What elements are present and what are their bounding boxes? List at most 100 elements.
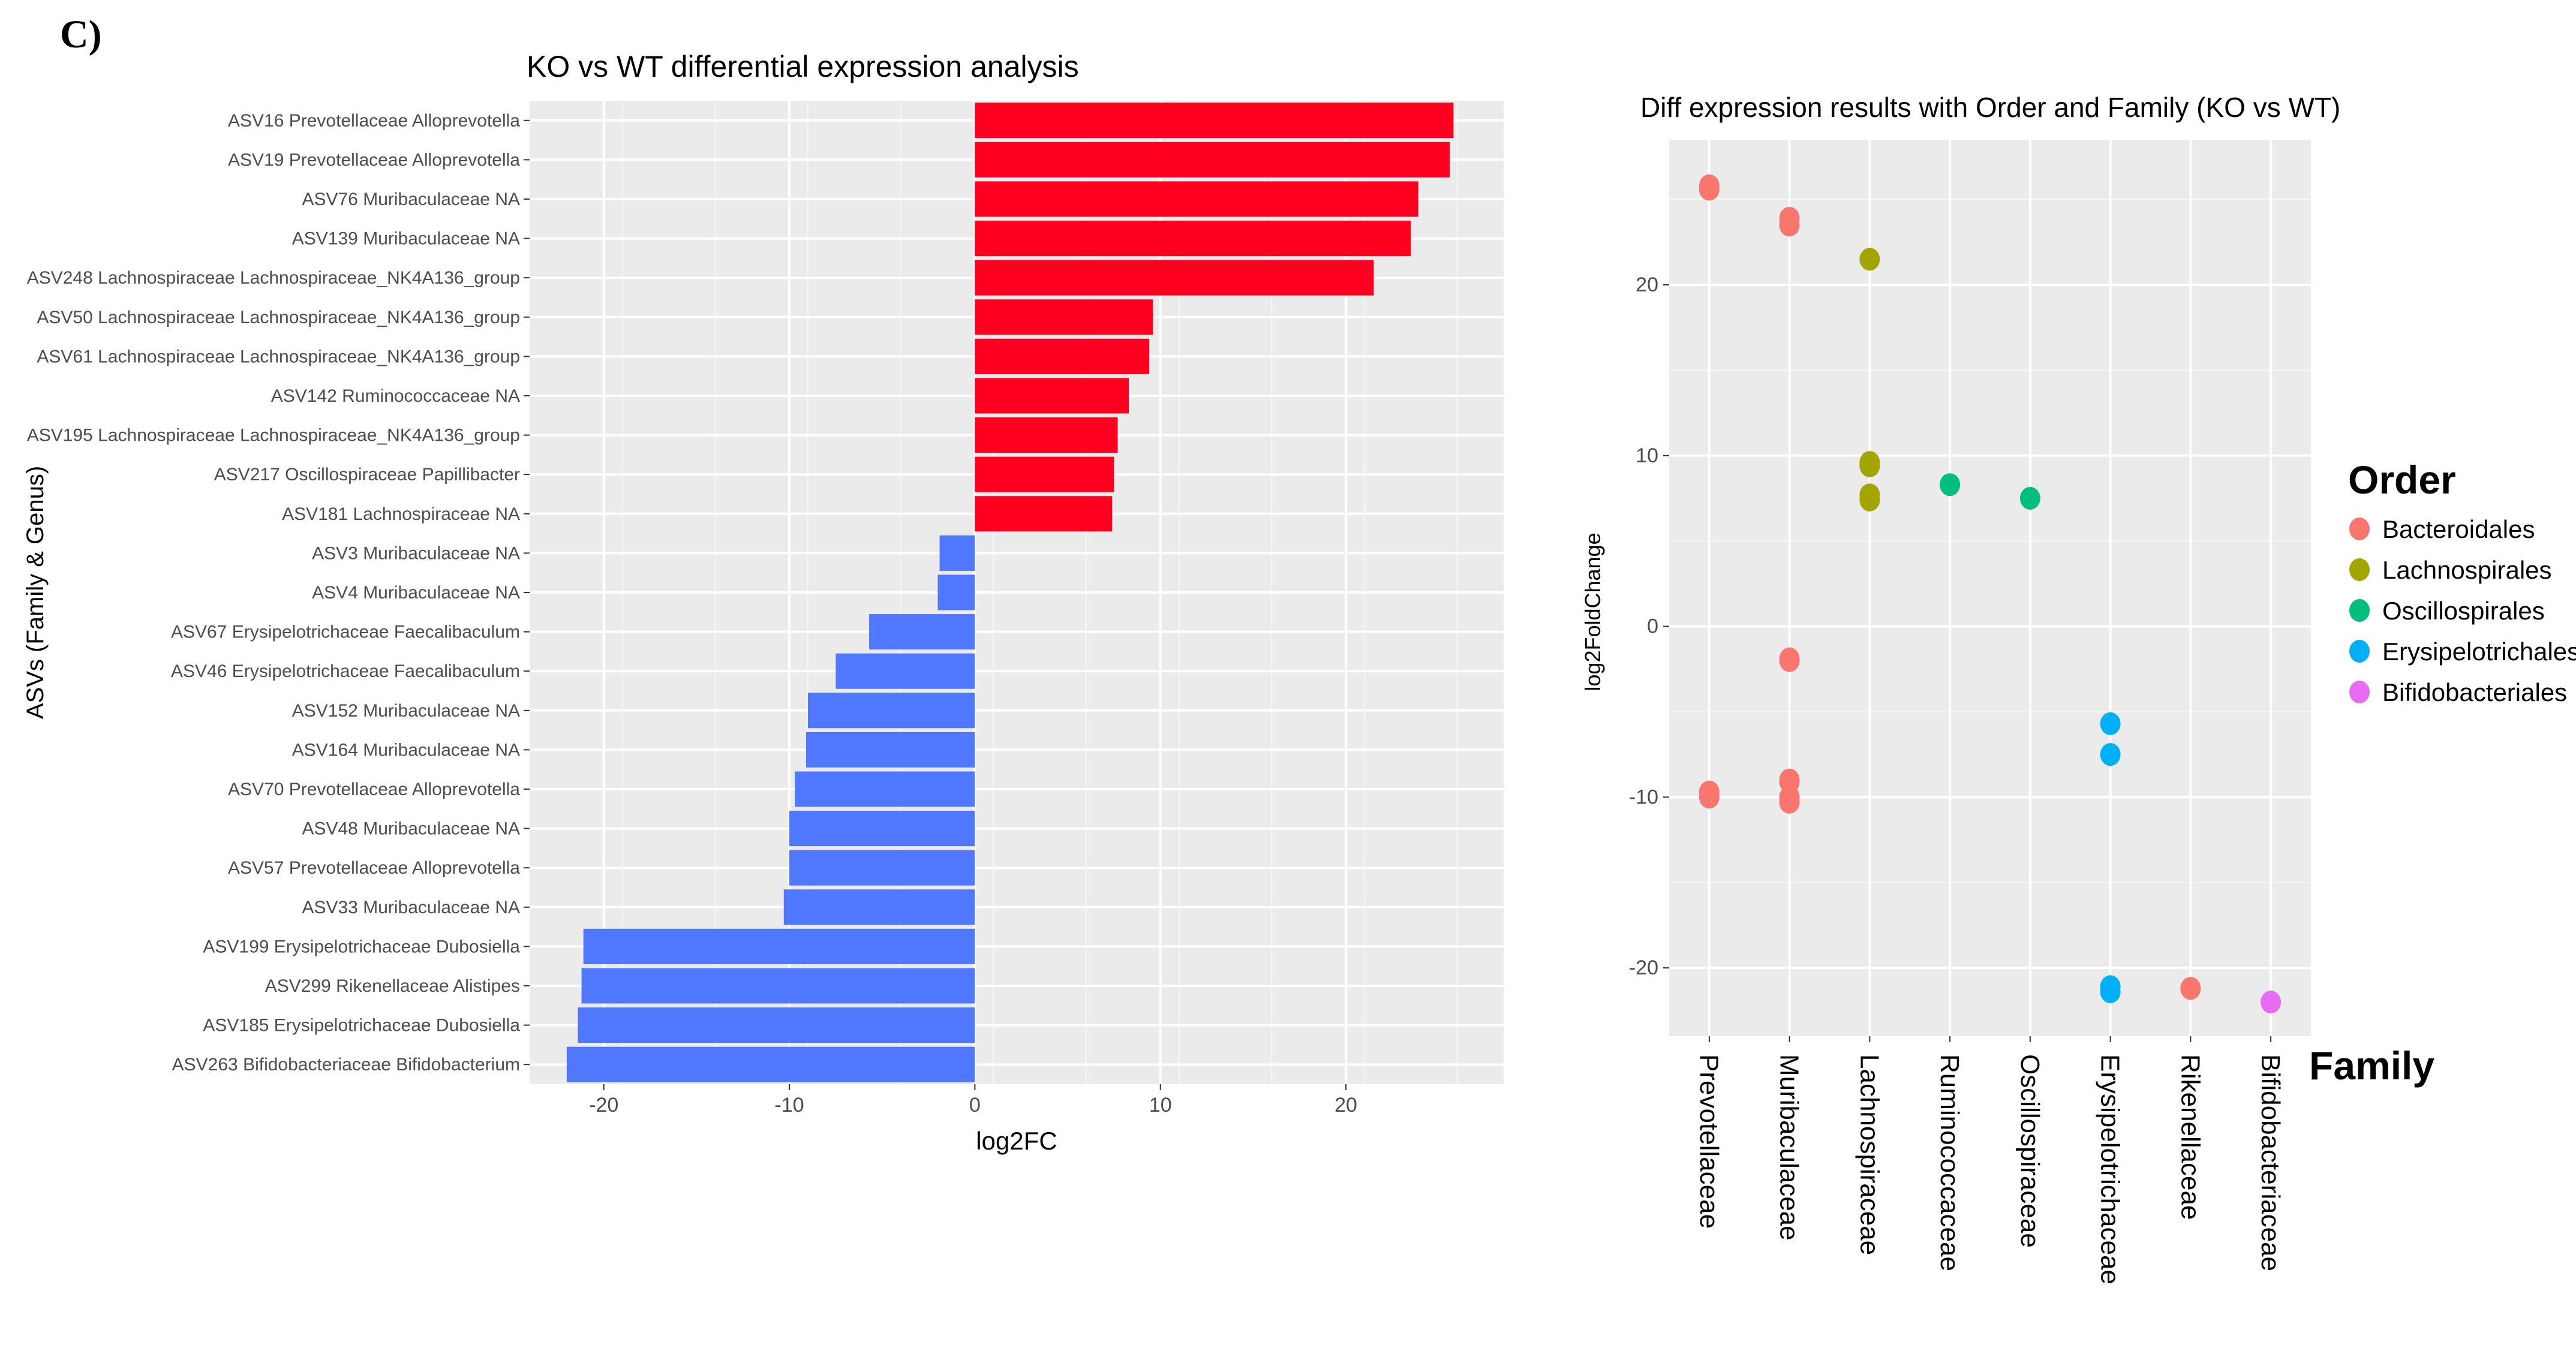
legend-key bbox=[2349, 558, 2370, 581]
scatter-y-tick-label: 10 bbox=[1636, 444, 1658, 467]
bar-y-tick-label: ASV16 Prevotellaceae Alloprevotella bbox=[228, 111, 520, 131]
bar-x-axis-title: log2FC bbox=[976, 1127, 1057, 1155]
scatter-point bbox=[2261, 991, 2282, 1014]
scatter-point bbox=[1779, 790, 1800, 814]
bar bbox=[805, 732, 975, 768]
scatter-point bbox=[2180, 977, 2201, 1000]
bar bbox=[566, 1046, 975, 1082]
bar-y-tick-label: ASV3 Muribaculaceae NA bbox=[312, 543, 520, 563]
scatter-point bbox=[2100, 980, 2121, 1003]
scatter-y-tick-label: 0 bbox=[1647, 615, 1658, 638]
scatter-point bbox=[1940, 473, 1961, 497]
scatter-y-tick-label: 20 bbox=[1636, 273, 1658, 296]
bar-y-tick-label: ASV33 Muribaculaceae NA bbox=[302, 898, 520, 917]
legend-key bbox=[2349, 640, 2370, 663]
scatter-x-tick-label: Oscillospiraceae bbox=[2015, 1054, 2045, 1248]
scatter-point bbox=[1859, 454, 1880, 477]
legend-key bbox=[2349, 681, 2370, 703]
scatter-point bbox=[1859, 248, 1880, 271]
bar bbox=[939, 535, 975, 571]
bar bbox=[975, 299, 1153, 335]
bar-y-tick-label: ASV185 Erysipelotrichaceae Dubosiella bbox=[203, 1016, 520, 1036]
bar bbox=[975, 496, 1113, 532]
bar bbox=[975, 260, 1374, 296]
bar bbox=[583, 928, 975, 964]
bar-y-tick-label: ASV152 Muribaculaceae NA bbox=[292, 701, 520, 721]
bar-x-tick-label: 0 bbox=[969, 1094, 981, 1117]
bar bbox=[869, 614, 975, 650]
bar bbox=[975, 338, 1150, 374]
bar bbox=[975, 142, 1450, 177]
bar-y-tick-label: ASV46 Erysipelotrichaceae Faecalibaculum bbox=[171, 661, 520, 681]
bar-x-tick-label: 10 bbox=[1149, 1094, 1172, 1117]
scatter-x-tick-label: Prevotellaceae bbox=[1694, 1054, 1724, 1229]
scatter-x-tick-label: Ruminococcaceae bbox=[1935, 1054, 1964, 1271]
bar-y-tick-label: ASV4 Muribaculaceae NA bbox=[312, 583, 520, 603]
bar-x-tick-label: 20 bbox=[1334, 1094, 1357, 1117]
bar-y-tick-label: ASV217 Oscillospiraceae Papillibacter bbox=[214, 465, 520, 485]
scatter-x-tick-label: Lachnospiraceae bbox=[1854, 1054, 1884, 1255]
bar bbox=[975, 181, 1418, 217]
bar bbox=[783, 889, 975, 925]
bar-y-tick-label: ASV139 Muribaculaceae NA bbox=[292, 229, 520, 249]
scatter-x-tick-label: Erysipelotrichaceae bbox=[2096, 1054, 2125, 1284]
bar-y-tick-label: ASV181 Lachnospiraceae NA bbox=[282, 504, 520, 524]
bar-y-tick-label: ASV50 Lachnospiraceae Lachnospiraceae_NK… bbox=[37, 308, 520, 327]
legend-label: Bifidobacteriales bbox=[2382, 678, 2567, 706]
legend-label: Erysipelotrichales bbox=[2382, 637, 2576, 666]
bar-y-tick-label: ASV164 Muribaculaceae NA bbox=[292, 740, 520, 760]
scatter-point bbox=[2100, 743, 2121, 766]
scatter-point bbox=[1859, 488, 1880, 511]
legend-label: Oscillospirales bbox=[2382, 597, 2545, 625]
bar-y-tick-label: ASV57 Prevotellaceae Alloprevotella bbox=[228, 858, 520, 878]
scatter-panel-background bbox=[1669, 140, 2311, 1036]
scatter-point bbox=[2100, 712, 2121, 735]
legend-label: Bacteroidales bbox=[2382, 515, 2535, 543]
bar bbox=[975, 417, 1118, 453]
bar bbox=[975, 221, 1411, 257]
scatter-y-axis-title: log2FoldChange bbox=[1580, 532, 1605, 691]
legend-key bbox=[2349, 599, 2370, 622]
bar-x-tick-label: -20 bbox=[589, 1094, 618, 1117]
bar bbox=[975, 103, 1454, 139]
bar-y-axis-title: ASVs (Family & Genus) bbox=[22, 466, 49, 719]
bar bbox=[795, 771, 975, 807]
bar-y-tick-label: ASV299 Rikenellaceae Alistipes bbox=[265, 976, 520, 996]
scatter-x-axis-title: Family bbox=[2309, 1043, 2434, 1088]
bar-y-tick-label: ASV195 Lachnospiraceae Lachnospiraceae_N… bbox=[27, 426, 520, 446]
bar-y-tick-label: ASV142 Ruminococcaceae NA bbox=[271, 386, 520, 406]
scatter-point bbox=[2019, 487, 2040, 510]
panel-label: C) bbox=[60, 13, 102, 56]
bar-y-tick-label: ASV48 Muribaculaceae NA bbox=[302, 819, 520, 839]
bar bbox=[581, 968, 975, 1004]
bar bbox=[789, 811, 975, 847]
bar bbox=[835, 653, 975, 689]
legend-title: Order bbox=[2348, 458, 2456, 502]
bar-x-tick-label: -10 bbox=[774, 1094, 804, 1117]
scatter-chart-title: Diff expression results with Order and F… bbox=[1640, 92, 2340, 123]
scatter-point bbox=[1699, 786, 1720, 809]
bar bbox=[975, 456, 1114, 492]
bar bbox=[975, 378, 1129, 414]
bar-y-tick-label: ASV263 Bifidobacteriaceae Bifidobacteriu… bbox=[172, 1055, 520, 1075]
scatter-y-tick-label: -10 bbox=[1629, 786, 1658, 808]
bar-y-tick-label: ASV19 Prevotellaceae Alloprevotella bbox=[228, 150, 520, 170]
bar-y-tick-label: ASV248 Lachnospiraceae Lachnospiraceae_N… bbox=[27, 268, 520, 288]
bar-y-tick-label: ASV76 Muribaculaceae NA bbox=[302, 189, 520, 209]
bar bbox=[578, 1007, 975, 1043]
bar bbox=[937, 574, 975, 610]
bar-y-tick-label: ASV67 Erysipelotrichaceae Faecalibaculum bbox=[171, 622, 520, 642]
bar-y-tick-label: ASV61 Lachnospiraceae Lachnospiraceae_NK… bbox=[37, 347, 520, 366]
scatter-x-tick-label: Muribaculaceae bbox=[1775, 1054, 1804, 1241]
scatter-point bbox=[1779, 213, 1800, 237]
bar bbox=[789, 850, 975, 886]
scatter-point bbox=[1779, 649, 1800, 672]
scatter-x-tick-label: Rikenellaceae bbox=[2175, 1054, 2205, 1220]
bar-chart-title: KO vs WT differential expression analysi… bbox=[527, 50, 1079, 83]
bar-y-tick-label: ASV199 Erysipelotrichaceae Dubosiella bbox=[203, 937, 520, 956]
scatter-point bbox=[1699, 177, 1720, 201]
scatter-y-tick-label: -20 bbox=[1629, 956, 1658, 979]
legend-key bbox=[2349, 517, 2370, 540]
